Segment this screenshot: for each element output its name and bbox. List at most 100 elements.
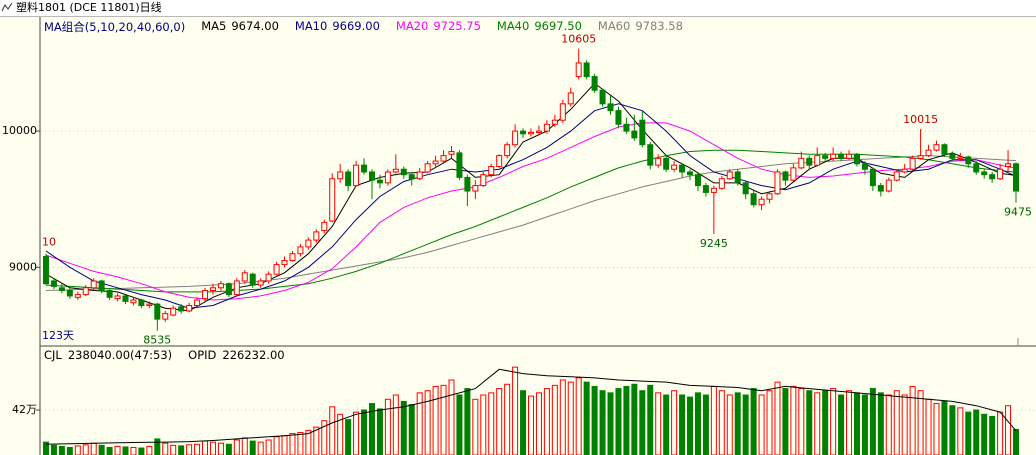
volume-bar (305, 429, 312, 455)
candle-body (718, 178, 725, 189)
candle-body (440, 155, 447, 162)
candle-body (122, 295, 129, 302)
volume-bar (718, 390, 725, 455)
candle-body (567, 92, 574, 105)
volume-bar (122, 446, 129, 455)
volume-bar (1005, 405, 1012, 455)
volume-bar (440, 384, 447, 455)
candle-body (607, 103, 614, 112)
volume-bar (289, 433, 296, 455)
candle-body (551, 119, 558, 125)
volume-bar (543, 388, 550, 455)
candle-body (496, 155, 503, 168)
candle-body (392, 168, 399, 173)
volume-bar (265, 439, 272, 455)
candle-body (202, 290, 209, 300)
candle-body (853, 153, 860, 165)
volume-bar (925, 398, 932, 455)
candle-body (535, 130, 542, 133)
candle-body (846, 153, 853, 159)
candle-body (138, 299, 145, 306)
volume-bar (599, 390, 606, 455)
candle-body (345, 171, 352, 187)
candle-body (798, 157, 805, 169)
volume-bar (297, 432, 304, 455)
volume-bar (790, 385, 797, 455)
volume-bar (710, 385, 717, 455)
open-interest-line (45, 368, 1017, 445)
volume-bar (528, 395, 534, 455)
volume-bar (623, 385, 630, 455)
candle-body (257, 280, 264, 286)
legend-value: 9697.50 (534, 19, 582, 33)
extreme-label: 10015 (903, 113, 938, 126)
volume-bar (798, 388, 805, 455)
candle-body (186, 304, 193, 312)
volume-bar (329, 406, 336, 455)
legend-name: MA40 (496, 19, 530, 33)
volume-bar (170, 444, 177, 455)
volume-bar (162, 442, 169, 455)
volume-bar (671, 390, 678, 455)
legend-entry: MA60 9783.58 (598, 19, 683, 35)
volume-bar (353, 411, 360, 455)
volume-bar (273, 436, 280, 455)
candle-body (949, 153, 956, 159)
volume-bar (58, 445, 65, 455)
volume-bar (869, 388, 876, 455)
volume-bar (679, 394, 686, 455)
candle-body (154, 303, 161, 320)
ma-line (45, 82, 1017, 312)
candle-body (50, 280, 57, 287)
volume-bar (281, 435, 288, 455)
candle-body (726, 171, 733, 180)
candle-body (830, 153, 837, 159)
candle-body (209, 287, 216, 291)
volume-bar (702, 394, 709, 455)
candle-body (472, 185, 479, 192)
ma-line (45, 103, 1017, 309)
volume-bar (639, 390, 646, 455)
volume-bar (806, 390, 813, 455)
volume-bar (997, 411, 1004, 455)
candle-body (981, 171, 988, 176)
volume-bar (488, 392, 495, 455)
candle-body (957, 156, 964, 159)
candle-body (130, 299, 137, 304)
volume-bar (615, 388, 622, 455)
candle-body (583, 62, 590, 78)
candle-body (997, 168, 1004, 180)
candle-body (671, 164, 678, 170)
volume-bar (408, 404, 415, 455)
volume-bar (432, 385, 439, 455)
candle-body (241, 272, 248, 282)
legend-name: MA60 (597, 19, 631, 33)
volume-bar (551, 384, 558, 455)
volume-bar (631, 383, 638, 455)
volume-bar (861, 394, 868, 455)
legend-entry: MA10 9669.00 (295, 19, 380, 35)
legend-entry: MA40 9697.50 (497, 19, 582, 35)
candle-body (941, 144, 948, 155)
volume-bar (989, 415, 996, 455)
volume-bar (106, 447, 113, 455)
volume-bar (1013, 428, 1019, 455)
candle-body (694, 174, 701, 187)
candle-body (885, 179, 892, 192)
candle-body (750, 193, 757, 206)
candle-body (814, 155, 821, 166)
volume-name: CJL (44, 348, 62, 362)
volume-bar (822, 390, 829, 455)
volume-bar (583, 381, 590, 455)
volume-bar (575, 377, 582, 455)
candle-body (98, 280, 105, 291)
volume-bar (345, 419, 352, 455)
volume-bar (504, 383, 511, 455)
candle-body (376, 179, 383, 184)
volume-bar (257, 441, 264, 455)
candle-body (289, 253, 296, 262)
volume-bar (973, 409, 980, 455)
candle-body (790, 167, 797, 181)
candle-body (893, 171, 900, 181)
volume-bar (535, 392, 542, 455)
